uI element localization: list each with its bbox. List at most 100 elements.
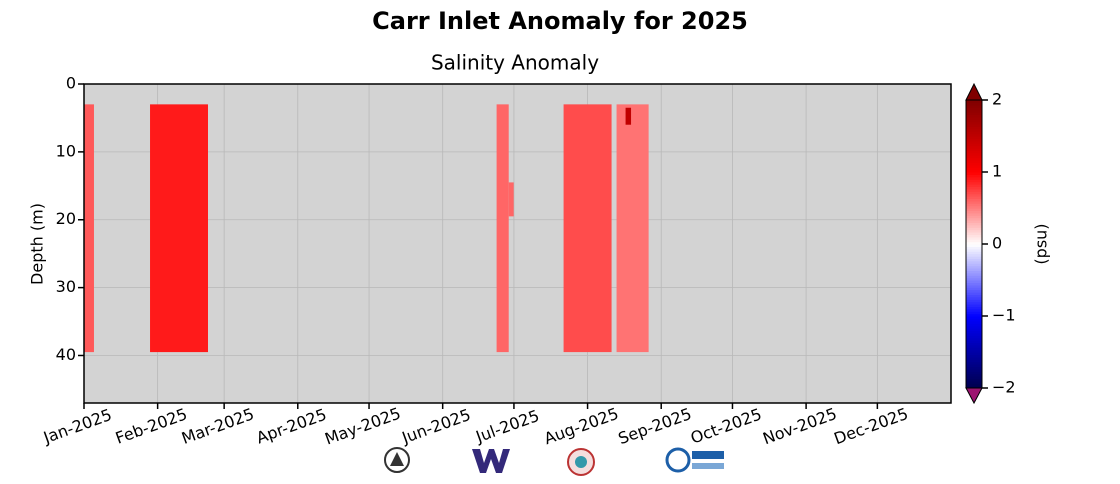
colorbar-step (966, 114, 982, 118)
colorbar-step (966, 234, 982, 238)
heatmap-cell (508, 182, 514, 217)
colorbar-step (966, 121, 982, 125)
colorbar-step (966, 239, 982, 243)
colorbar-step (966, 100, 982, 103)
x-tick-label: Dec-2025 (831, 404, 910, 448)
colorbar-step (966, 179, 982, 183)
colorbar-step (966, 335, 982, 339)
colorbar-step (966, 184, 982, 187)
logo (472, 449, 510, 473)
colorbar-step (966, 188, 982, 192)
logo (692, 463, 724, 469)
colorbar-tick-label: −1 (992, 306, 1016, 325)
colorbar-step (966, 174, 982, 178)
heatmap-cell (496, 104, 509, 353)
colorbar-step (966, 148, 982, 151)
colorbar-step (966, 138, 982, 142)
colorbar-step (966, 296, 982, 300)
colorbar-step (966, 167, 982, 171)
colorbar-step (966, 368, 982, 372)
colorbar-step (966, 342, 982, 346)
colorbar-step (966, 145, 982, 149)
colorbar-step (966, 205, 982, 209)
colorbar-step (966, 198, 982, 202)
colorbar-step (966, 241, 982, 245)
colorbar-step (966, 356, 982, 360)
x-tick-label: Jan-2025 (40, 405, 114, 448)
colorbar-step (966, 232, 982, 235)
colorbar-step (966, 191, 982, 195)
colorbar-step (966, 169, 982, 173)
colorbar-step (966, 275, 982, 279)
colorbar-step (966, 140, 982, 144)
colorbar-step (966, 248, 982, 252)
x-tick-label: Nov-2025 (760, 404, 839, 448)
colorbar-step (966, 359, 982, 363)
x-tick-label: Mar-2025 (179, 404, 257, 448)
chart-subtitle: Salinity Anomaly (431, 51, 599, 75)
colorbar-step (966, 227, 982, 231)
x-tick-label: Sep-2025 (616, 404, 695, 448)
x-tick-label: Jul-2025 (472, 406, 541, 447)
colorbar-step (966, 251, 982, 255)
plot-frame (83, 83, 952, 404)
colorbar-step (966, 253, 982, 257)
colorbar-tick-label: 0 (992, 234, 1002, 253)
colorbar-step (966, 131, 982, 135)
colorbar-step (966, 102, 982, 106)
colorbar-step (966, 318, 982, 322)
colorbar-step (966, 306, 982, 310)
colorbar-under (965, 387, 983, 405)
colorbar-over (965, 82, 983, 101)
colorbar-step (966, 256, 982, 259)
colorbar-step (966, 299, 982, 303)
logo (692, 451, 724, 459)
y-tick-label: 0 (66, 74, 76, 93)
colorbar-step (966, 157, 982, 161)
logo (665, 447, 691, 473)
logo (575, 456, 587, 468)
colorbar-step (966, 284, 982, 288)
colorbar-step (966, 220, 982, 223)
colorbar-step (966, 155, 982, 159)
colorbar-step (966, 112, 982, 115)
colorbar-step (966, 383, 982, 387)
colorbar-step (966, 109, 982, 113)
colorbar-step (966, 224, 982, 228)
colorbar-step (966, 107, 982, 111)
colorbar-step (966, 316, 982, 319)
colorbar-step (966, 119, 982, 123)
colorbar-tick-label: 2 (992, 90, 1002, 109)
colorbar-step (966, 272, 982, 276)
colorbar-step (966, 337, 982, 341)
colorbar-step (966, 229, 982, 233)
colorbar-step (966, 164, 982, 168)
logos (384, 447, 724, 476)
colorbar-step (966, 104, 982, 108)
colorbar-step (966, 268, 982, 271)
x-tick-label: Oct-2025 (688, 404, 764, 447)
colorbar-step (966, 340, 982, 343)
colorbar-step (966, 344, 982, 348)
x-tick-label: Feb-2025 (113, 404, 190, 447)
colorbar-step (966, 133, 982, 137)
colorbar-step (966, 294, 982, 298)
colorbar-step (966, 150, 982, 154)
colorbar-step (966, 222, 982, 226)
heatmap-cell (563, 104, 612, 353)
colorbar-step (966, 200, 982, 204)
colorbar-step (966, 186, 982, 190)
colorbar-step (966, 320, 982, 324)
colorbar-step (966, 128, 982, 132)
x-tick-label: Apr-2025 (254, 405, 329, 448)
colorbar-step (966, 352, 982, 355)
colorbar-step (966, 330, 982, 334)
colorbar-step (966, 193, 982, 197)
colorbar-step (966, 176, 982, 180)
colorbar-step (966, 304, 982, 307)
colorbar-step (966, 332, 982, 336)
y-tick-label: 40 (56, 345, 76, 364)
chart-title: Carr Inlet Anomaly for 2025 (372, 7, 748, 35)
colorbar-step (966, 373, 982, 377)
